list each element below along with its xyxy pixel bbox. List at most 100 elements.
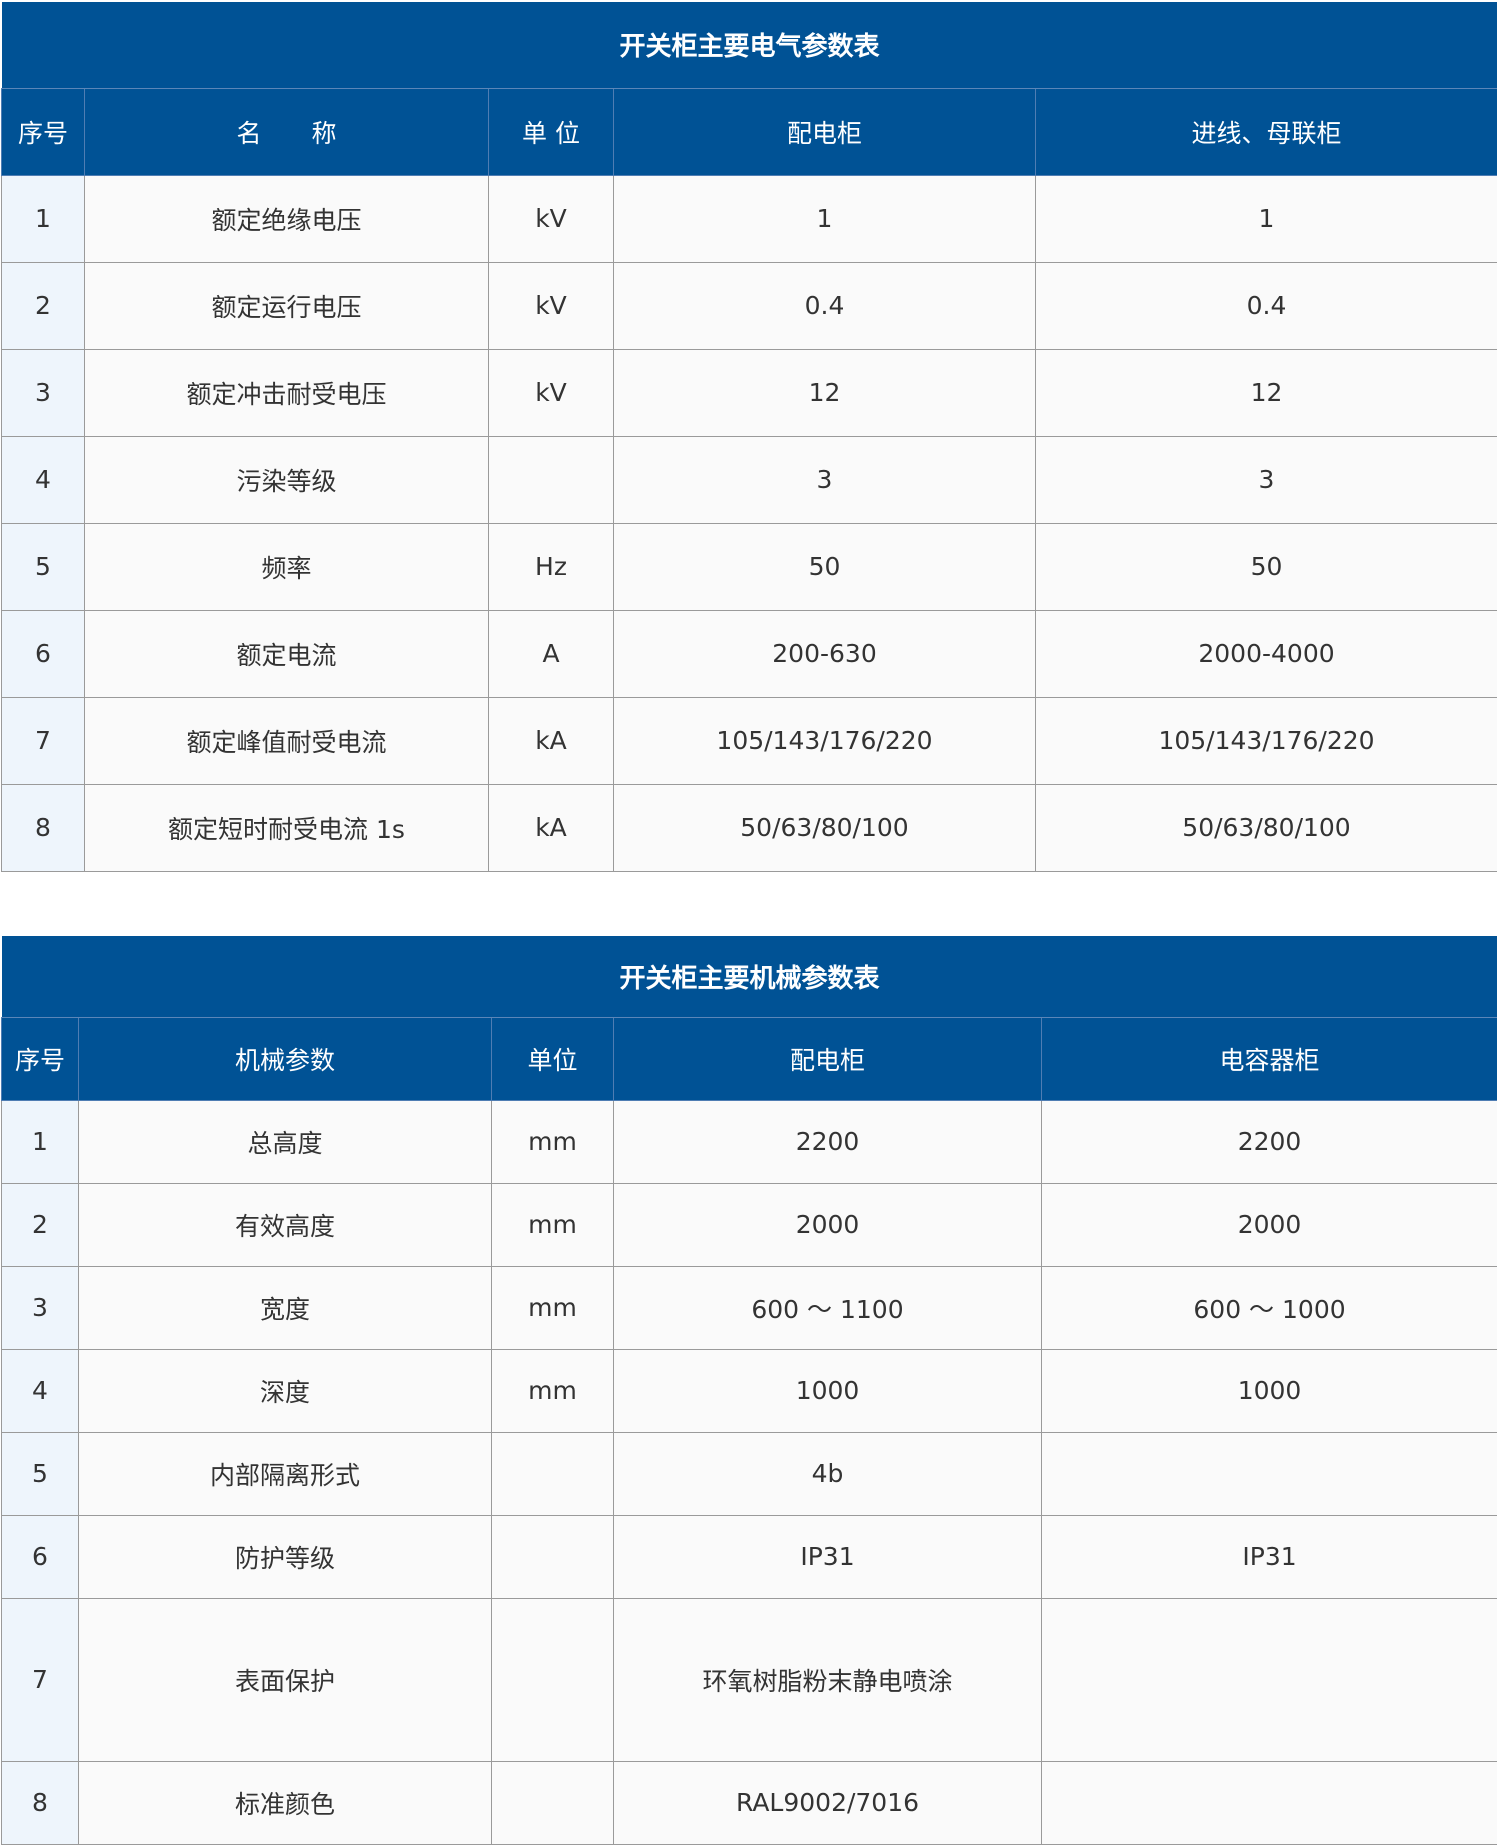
cell-name: 额定峰值耐受电流: [85, 697, 489, 784]
cell-col-b: 2200: [1042, 1100, 1497, 1183]
cell-name: 额定运行电压: [85, 262, 489, 349]
cell-unit: A: [489, 610, 614, 697]
cell-col-a: 1000: [614, 1349, 1042, 1432]
column-header-col-a: 配电柜: [614, 1017, 1042, 1100]
cell-index: 1: [2, 175, 85, 262]
table-title-row: 开关柜主要机械参数表: [2, 936, 1497, 1017]
table-title: 开关柜主要电气参数表: [2, 2, 1497, 88]
cell-col-a: IP31: [614, 1515, 1042, 1598]
cell-col-a: 2200: [614, 1100, 1042, 1183]
cell-name: 额定短时耐受电流 1s: [85, 784, 489, 871]
cell-col-a: 环氧树脂粉末静电喷涂: [614, 1598, 1042, 1761]
cell-unit: [492, 1761, 614, 1844]
cell-unit: kV: [489, 349, 614, 436]
cell-col-b: 600 ～ 1000: [1042, 1266, 1497, 1349]
cell-col-b: 1: [1036, 175, 1497, 262]
cell-unit: Hz: [489, 523, 614, 610]
cell-col-a: 1: [614, 175, 1036, 262]
cell-col-a: 12: [614, 349, 1036, 436]
table-header-row: 序号名 称单 位配电柜进线、母联柜: [2, 88, 1497, 175]
cell-unit: kV: [489, 262, 614, 349]
cell-col-b: IP31: [1042, 1515, 1497, 1598]
cell-unit: [492, 1598, 614, 1761]
cell-index: 1: [2, 1100, 79, 1183]
table-header-row: 序号机械参数单位配电柜电容器柜: [2, 1017, 1497, 1100]
cell-col-b: 0.4: [1036, 262, 1497, 349]
cell-col-b: [1042, 1761, 1497, 1844]
cell-name: 额定电流: [85, 610, 489, 697]
cell-col-a: 200-630: [614, 610, 1036, 697]
cell-name: 宽度: [79, 1266, 492, 1349]
cell-col-b: 12: [1036, 349, 1497, 436]
cell-name: 内部隔离形式: [79, 1432, 492, 1515]
cell-unit: [492, 1515, 614, 1598]
cell-unit: mm: [492, 1183, 614, 1266]
cell-index: 5: [2, 1432, 79, 1515]
cell-col-b: 105/143/176/220: [1036, 697, 1497, 784]
cell-index: 5: [2, 523, 85, 610]
cell-name: 污染等级: [85, 436, 489, 523]
cell-col-b: 2000-4000: [1036, 610, 1497, 697]
cell-index: 2: [2, 1183, 79, 1266]
cell-name: 有效高度: [79, 1183, 492, 1266]
cell-index: 4: [2, 436, 85, 523]
cell-col-b: [1042, 1432, 1497, 1515]
cell-index: 6: [2, 610, 85, 697]
table-title: 开关柜主要机械参数表: [2, 936, 1497, 1017]
table-title-row: 开关柜主要电气参数表: [2, 2, 1497, 88]
column-header-index: 序号: [2, 1017, 79, 1100]
cell-col-b: [1042, 1598, 1497, 1761]
cell-unit: [489, 436, 614, 523]
cell-unit: [492, 1432, 614, 1515]
cell-index: 7: [2, 1598, 79, 1761]
column-header-unit: 单位: [492, 1017, 614, 1100]
cell-index: 3: [2, 1266, 79, 1349]
cell-col-a: 4b: [614, 1432, 1042, 1515]
cell-col-a: 105/143/176/220: [614, 697, 1036, 784]
cell-col-b: 1000: [1042, 1349, 1497, 1432]
cell-col-a: RAL9002/7016: [614, 1761, 1042, 1844]
column-header-index: 序号: [2, 88, 85, 175]
cell-index: 3: [2, 349, 85, 436]
cell-name: 总高度: [79, 1100, 492, 1183]
cell-index: 6: [2, 1515, 79, 1598]
cell-name: 标准颜色: [79, 1761, 492, 1844]
cell-unit: mm: [492, 1100, 614, 1183]
cell-name: 深度: [79, 1349, 492, 1432]
cell-unit: mm: [492, 1349, 614, 1432]
column-header-name: 机械参数: [79, 1017, 492, 1100]
cell-name: 频率: [85, 523, 489, 610]
cell-unit: kA: [489, 784, 614, 871]
cell-index: 7: [2, 697, 85, 784]
cell-col-b: 2000: [1042, 1183, 1497, 1266]
cell-col-a: 50/63/80/100: [614, 784, 1036, 871]
cell-index: 4: [2, 1349, 79, 1432]
cell-col-b: 3: [1036, 436, 1497, 523]
cell-index: 2: [2, 262, 85, 349]
cell-col-a: 600 ～ 1100: [614, 1266, 1042, 1349]
column-header-unit: 单 位: [489, 88, 614, 175]
column-header-col-a: 配电柜: [614, 88, 1036, 175]
cell-name: 额定冲击耐受电压: [85, 349, 489, 436]
cell-index: 8: [2, 784, 85, 871]
cell-index: 8: [2, 1761, 79, 1844]
cell-col-b: 50: [1036, 523, 1497, 610]
cell-unit: kA: [489, 697, 614, 784]
cell-col-b: 50/63/80/100: [1036, 784, 1497, 871]
